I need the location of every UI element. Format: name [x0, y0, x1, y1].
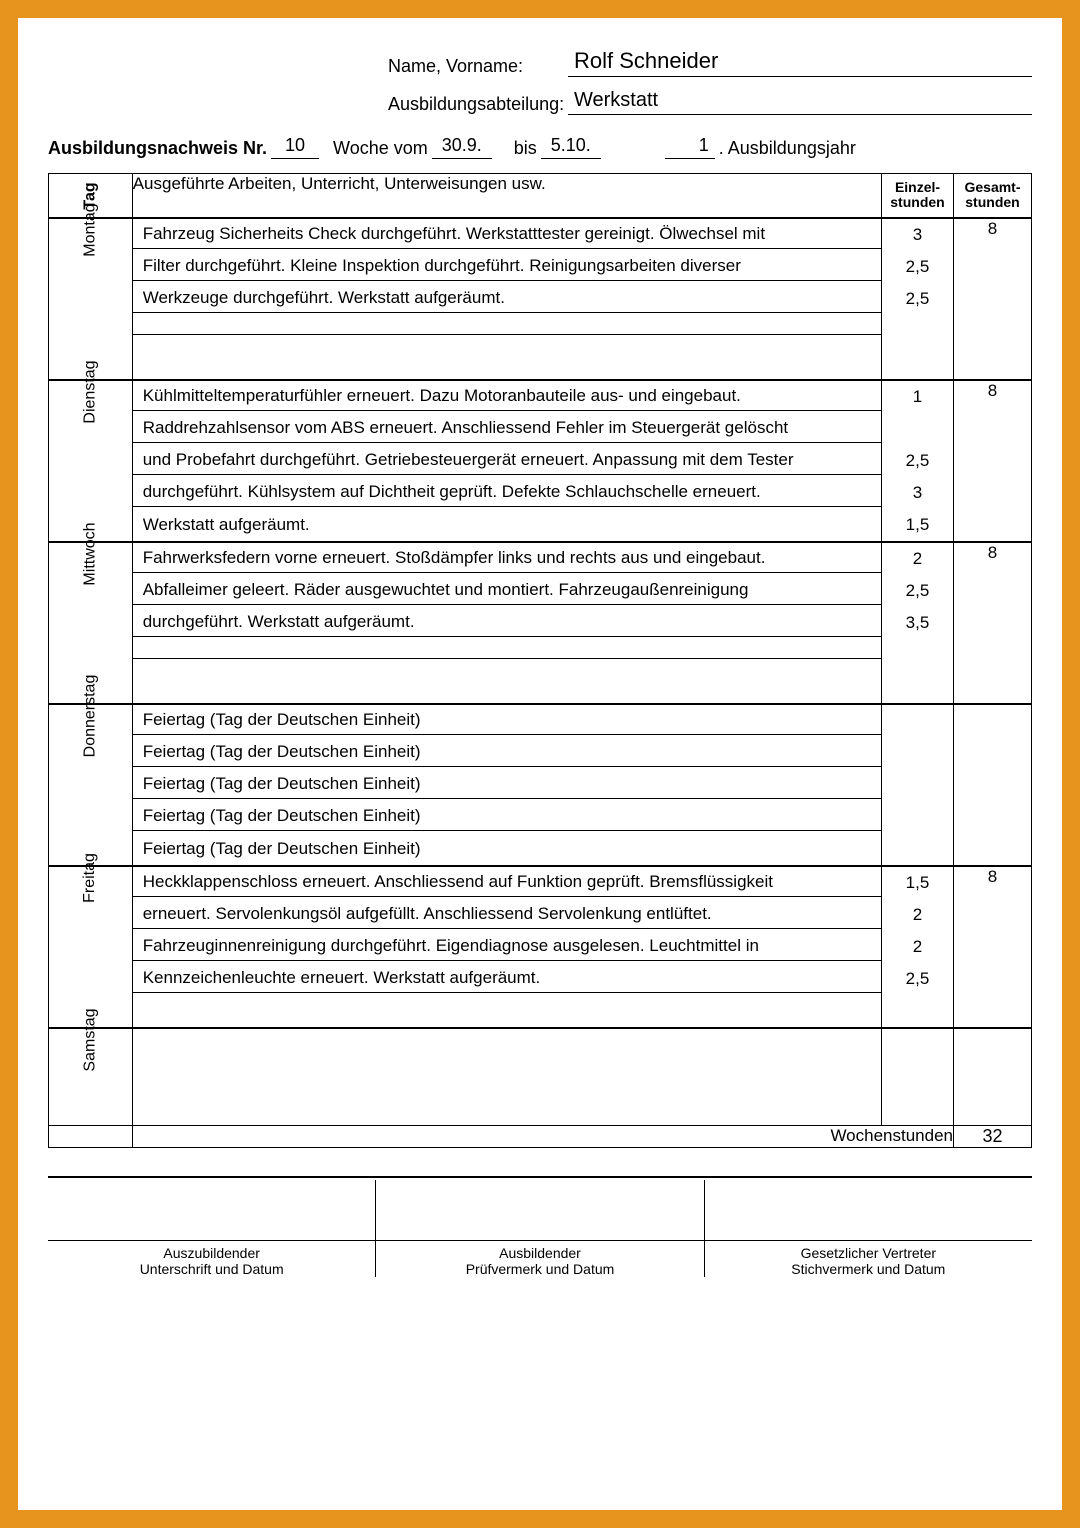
total-sat: [954, 1028, 1032, 1126]
day-mon: Montag: [49, 218, 133, 380]
training-year-suffix: . Ausbildungsjahr: [719, 138, 856, 159]
desc-sat: [132, 1028, 881, 1126]
sig-trainee: Auszubildender Unterschrift und Datum: [48, 1180, 375, 1277]
desc-thu: Feiertag (Tag der Deutschen Einheit) Fei…: [132, 704, 881, 866]
row-saturday: Samstag: [49, 1028, 1032, 1126]
col-desc: Ausgeführte Arbeiten, Unterricht, Unterw…: [132, 174, 881, 218]
week-total-label: Wochenstunden: [132, 1125, 953, 1147]
desc-tue: Kühlmitteltemperaturfühler erneuert. Daz…: [132, 380, 881, 542]
sig-trainer: Ausbildender Prüfvermerk und Datum: [375, 1180, 703, 1277]
total-tue: 8: [954, 380, 1032, 542]
name-label: Name, Vorname:: [388, 56, 568, 77]
total-mon: 8: [954, 218, 1032, 380]
hours-sat: [882, 1028, 954, 1126]
week-to: 5.10.: [541, 135, 601, 159]
week-to-label: bis: [514, 138, 537, 159]
row-monday: Montag Fahrzeug Sicherheits Check durchg…: [49, 218, 1032, 380]
day-thu: Donnerstag: [49, 704, 133, 866]
desc-fri: Heckklappenschloss erneuert. Anschliesse…: [132, 866, 881, 1028]
week-from: 30.9.: [432, 135, 492, 159]
dept-value: Werkstatt: [568, 89, 1032, 115]
row-week-total: Wochenstunden 32: [49, 1125, 1032, 1147]
row-friday: Freitag Heckklappenschloss erneuert. Ans…: [49, 866, 1032, 1028]
day-sat: Samstag: [49, 1028, 133, 1126]
desc-mon: Fahrzeug Sicherheits Check durchgeführt.…: [132, 218, 881, 380]
sig-guardian: Gesetzlicher Vertreter Stichvermerk und …: [704, 1180, 1032, 1277]
hours-fri: 1,5 2 2 2,5: [882, 866, 954, 1028]
total-fri: 8: [954, 866, 1032, 1028]
dept-label: Ausbildungsabteilung:: [388, 94, 568, 115]
total-wed: 8: [954, 542, 1032, 704]
row-tuesday: Dienstag Kühlmitteltemperaturfühler erne…: [49, 380, 1032, 542]
col-gesamt: Gesamt-stunden: [954, 174, 1032, 218]
hours-tue: 1 2,5 3 1,5: [882, 380, 954, 542]
day-fri: Freitag: [49, 866, 133, 1028]
desc-wed: Fahrwerksfedern vorne erneuert. Stoßdämp…: [132, 542, 881, 704]
record-number: 10: [271, 135, 319, 159]
signature-area: Auszubildender Unterschrift und Datum Au…: [48, 1176, 1032, 1277]
total-thu: [954, 704, 1032, 866]
week-total-value: 32: [954, 1125, 1032, 1147]
name-value: Rolf Schneider: [568, 48, 1032, 77]
activity-table: Tag Ausgeführte Arbeiten, Unterricht, Un…: [48, 173, 1032, 1148]
header-name-row: Name, Vorname: Rolf Schneider: [48, 48, 1032, 77]
col-einzel: Einzel-stunden: [882, 174, 954, 218]
day-tue: Dienstag: [49, 380, 133, 542]
record-label: Ausbildungsnachweis Nr.: [48, 138, 267, 159]
header-dept-row: Ausbildungsabteilung: Werkstatt: [48, 89, 1032, 115]
row-wednesday: Mittwoch Fahrwerksfedern vorne erneuert.…: [49, 542, 1032, 704]
hours-thu: [882, 704, 954, 866]
training-record-page: Name, Vorname: Rolf Schneider Ausbildung…: [18, 18, 1062, 1510]
week-from-label: Woche vom: [333, 138, 428, 159]
hours-mon: 3 2,5 2,5: [882, 218, 954, 380]
row-thursday: Donnerstag Feiertag (Tag der Deutschen E…: [49, 704, 1032, 866]
hours-wed: 2 2,5 3,5: [882, 542, 954, 704]
header-record-row: Ausbildungsnachweis Nr. 10 Woche vom 30.…: [48, 135, 1032, 159]
training-year-no: 1: [665, 135, 715, 159]
